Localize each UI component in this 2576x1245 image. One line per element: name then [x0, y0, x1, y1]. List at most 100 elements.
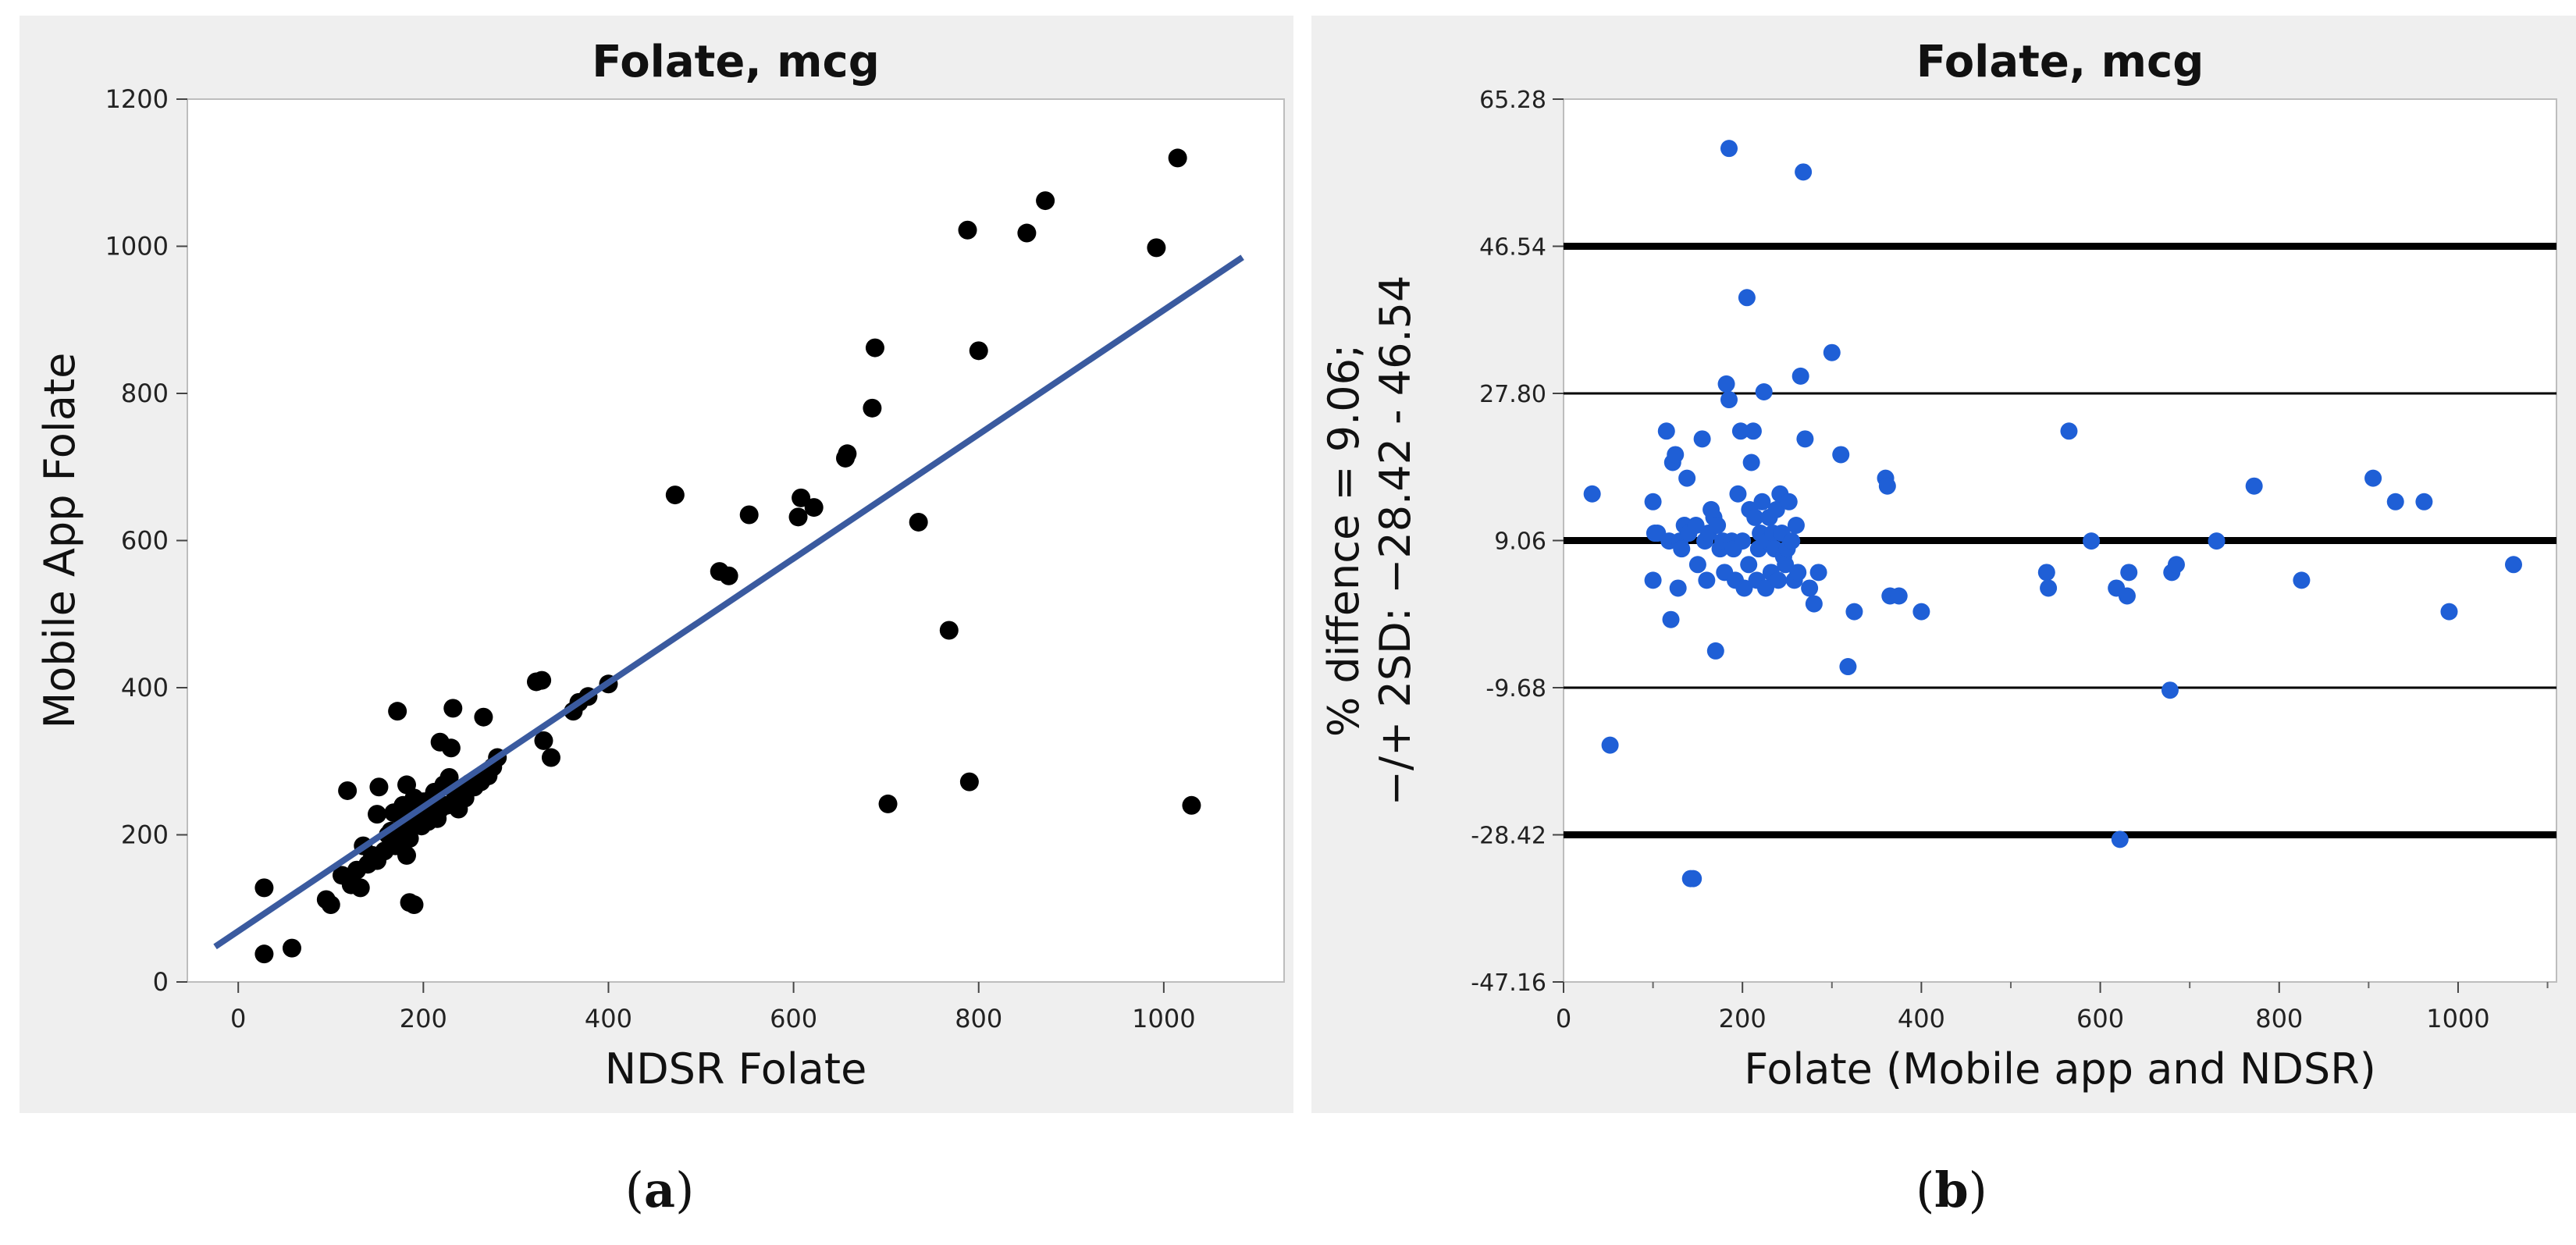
y-tick-label: 1200: [105, 84, 169, 114]
data-point: [909, 512, 928, 532]
data-point: [1720, 391, 1738, 409]
data-point: [2161, 681, 2179, 699]
data-point: [1756, 579, 1774, 597]
x-tick-label: 200: [1719, 1004, 1767, 1033]
scatter-plot-a: Folate, mcg 0 200 400 600 800 1000 0 200 400 600 80…: [35, 37, 1285, 1094]
y-tick-label: -47.16: [1471, 969, 1546, 997]
data-point: [439, 767, 459, 787]
data-point: [350, 878, 370, 898]
data-point: [2037, 564, 2055, 582]
data-point: [541, 748, 560, 767]
data-point: [1687, 516, 1705, 534]
data-point: [2118, 587, 2136, 605]
data-point: [959, 772, 979, 791]
data-point: [1017, 223, 1037, 243]
y-tick-label: -9.68: [1485, 675, 1546, 703]
data-point: [1783, 532, 1801, 550]
x-tick-label: 1000: [2426, 1004, 2489, 1033]
data-point: [1678, 469, 1696, 487]
data-point: [1744, 422, 1762, 440]
y-axis-label: Mobile App Folate: [35, 353, 84, 729]
x-axis-label: NDSR Folate: [605, 1044, 867, 1094]
y-tick-label: 400: [121, 673, 169, 703]
data-point: [1717, 375, 1735, 393]
data-point: [2293, 571, 2311, 589]
data-point: [1740, 556, 1758, 574]
x-tick-label: 600: [770, 1004, 817, 1033]
data-point: [1669, 579, 1687, 597]
data-point: [2040, 579, 2058, 597]
data-point: [1809, 564, 1827, 582]
data-point: [863, 398, 882, 418]
data-point: [2386, 493, 2404, 510]
data-point: [2364, 469, 2382, 487]
data-point: [2415, 493, 2433, 510]
data-point: [1662, 610, 1680, 628]
data-point: [397, 845, 416, 865]
data-point: [1795, 163, 1813, 181]
data-point: [1168, 148, 1187, 168]
data-point: [1667, 446, 1685, 464]
data-point: [1791, 367, 1809, 385]
data-point: [719, 566, 738, 585]
y-axis-label-line1: % diffence = 9.06;: [1319, 344, 1368, 737]
data-point: [1890, 587, 1908, 605]
x-tick-label: 200: [400, 1004, 447, 1033]
data-point: [1845, 603, 1863, 621]
x-tick-label: 800: [2255, 1004, 2303, 1033]
data-point: [2167, 556, 2185, 574]
data-point: [1693, 430, 1711, 448]
data-point: [969, 341, 988, 361]
data-point: [1147, 238, 1166, 258]
data-point: [534, 731, 553, 750]
data-point: [1839, 658, 1857, 676]
y-tick-label: 800: [121, 379, 169, 408]
data-point: [474, 707, 493, 727]
data-point: [443, 699, 463, 718]
data-point: [1796, 430, 1814, 448]
x-axis-label: Folate (Mobile app and NDSR): [1744, 1044, 2376, 1094]
data-point: [788, 507, 808, 527]
x-tick-label: 400: [1898, 1004, 1945, 1033]
y-tick-label: 600: [121, 526, 169, 556]
x-tick-label: 0: [1556, 1004, 1571, 1033]
data-point: [404, 895, 424, 915]
data-point: [1767, 500, 1785, 518]
y-tick-label: 200: [121, 820, 169, 850]
x-tick-label: 400: [585, 1004, 632, 1033]
data-point: [1787, 516, 1805, 534]
data-point: [254, 944, 274, 964]
data-point: [254, 878, 274, 898]
regression-line: [213, 254, 1244, 950]
data-point: [388, 702, 407, 721]
data-point: [2111, 831, 2129, 848]
data-point: [1182, 795, 1201, 815]
data-point: [2060, 422, 2078, 440]
data-point: [1601, 736, 1619, 754]
bland-altman-plot-b: Folate, mcg 0 200 400 600 800 1000 65.28 46.54 27…: [1319, 37, 2557, 1094]
data-point: [1734, 532, 1752, 550]
data-point: [1685, 870, 1703, 888]
x-tick-label: 600: [2076, 1004, 2124, 1033]
chart-panel-b: Folate, mcg 0 200 400 600 800 1000 65.28 46.54 27…: [1311, 16, 2576, 1113]
x-tick-label: 1000: [1132, 1004, 1195, 1033]
data-point: [1644, 493, 1662, 510]
data-point: [1777, 556, 1795, 574]
data-point: [1657, 422, 1675, 440]
data-point: [1805, 595, 1823, 613]
data-point: [958, 220, 977, 240]
data-point: [838, 444, 857, 464]
caption-a: (a): [624, 1161, 695, 1218]
y-tick-label: 46.54: [1479, 234, 1546, 261]
data-point: [1698, 571, 1716, 589]
data-point: [368, 805, 387, 824]
data-point: [1735, 579, 1753, 597]
data-point: [1789, 564, 1807, 582]
data-point: [2120, 564, 2138, 582]
data-point: [1823, 343, 1841, 361]
y-tick-label: 0: [153, 967, 169, 997]
y-tick-label: 27.80: [1479, 381, 1546, 408]
data-point: [1731, 422, 1749, 440]
y-tick-label: -28.42: [1471, 823, 1546, 850]
caption-b: (b): [1916, 1161, 1987, 1218]
